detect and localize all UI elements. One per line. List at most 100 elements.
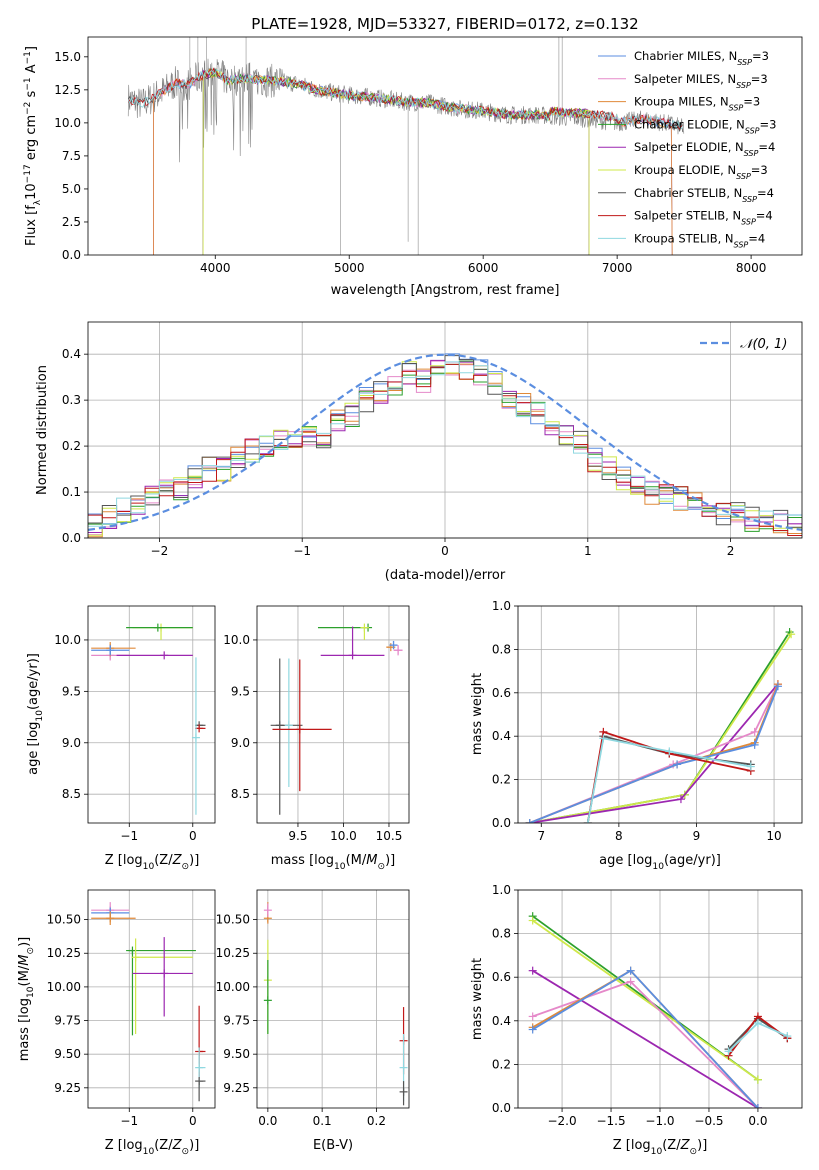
x-tick-label: 2 [727, 544, 735, 558]
x-axis-label: Z [log10(Z/Z⊙)] [105, 853, 200, 872]
weight-vs-age-axes: 7 8 9 10 0.0 0.2 0.4 0.6 0.8 1.0 age [log10(age/yr… [470, 599, 803, 872]
legend-entry: Salpeter ELODIE, NSSP=4 [634, 140, 775, 158]
weight-vs-age-axes-plot [525, 628, 796, 823]
y-tick-label: 1.0 [492, 883, 511, 897]
x-axis-label: (data-model)/error [385, 568, 506, 583]
weight-line [532, 919, 759, 1081]
weight-vs-metallicity-axes: −2.0 −1.5 −1.0 −0.5 0.0 0.0 0.2 0.4 0.6 0.8 1.0 Z [… [470, 883, 803, 1157]
x-tick-label: 0.0 [748, 1114, 767, 1128]
x-axis-label-text: age [log10(age/yr)] [599, 853, 721, 872]
legend-entry: Chabrier STELIB, NSSP=4 [634, 186, 774, 204]
y-tick-label: 9.0 [231, 736, 250, 750]
spectrum-axes: 4000 5000 6000 7000 8000 0.0 2.5 5.0 7.5 10.0 12.5… [23, 36, 803, 298]
x-tick-label: 9 [693, 829, 701, 843]
y-tick-label: 0.3 [62, 393, 81, 407]
y-tick-label: 10.50 [216, 913, 250, 927]
y-tick-label: 10.25 [216, 946, 250, 960]
normal-curve [88, 353, 802, 531]
axes-frame [517, 889, 803, 1109]
x-tick-label: −1.5 [596, 1114, 625, 1128]
x-axis-label-text: mass [log10(M/M⊙)] [271, 853, 395, 872]
mass-vs-extinction-axes-plot [263, 902, 408, 1106]
weight-line [529, 683, 779, 823]
x-tick-label: 10.5 [376, 829, 403, 843]
x-tick-label: −1 [293, 544, 311, 558]
y-tick-label: 10.00 [216, 980, 250, 994]
mass-vs-extinction-axes: 0.0 0.1 0.2 9.25 9.50 9.75 10.00 10.25 10.50 E(B-… [216, 889, 410, 1153]
x-tick-label: −0.5 [694, 1114, 723, 1128]
y-axis-label: mass weight [470, 673, 485, 755]
x-tick-label: 4000 [200, 261, 231, 275]
axes-frame [87, 36, 803, 256]
y-tick-label: 7.5 [62, 149, 81, 163]
y-tick-label: 0.0 [62, 248, 81, 262]
y-axis-label: Normed distribution [35, 365, 50, 495]
x-tick-label: 8 [615, 829, 623, 843]
x-tick-label: 0 [441, 544, 449, 558]
x-axis-label-text: Z [log10(Z/Z⊙)] [105, 1138, 200, 1157]
model-spectrum-kroupa-stelib [127, 68, 684, 130]
y-tick-label: 9.50 [223, 1047, 250, 1061]
axes-frame [87, 605, 216, 824]
y-axis-label-text: mass [log10(M/M⊙)] [17, 937, 36, 1061]
x-tick-label: 6000 [468, 261, 499, 275]
y-tick-label: 9.5 [62, 684, 81, 698]
y-tick-label: 1.0 [492, 599, 511, 613]
x-axis-label: E(B-V) [313, 1138, 353, 1153]
y-tick-label: 0.8 [492, 642, 511, 656]
legend-entry: Salpeter MILES, NSSP=3 [634, 72, 768, 90]
y-tick-label: 0.4 [492, 729, 511, 743]
y-tick-label: 0.4 [492, 1014, 511, 1028]
legend-entry: Salpeter STELIB, NSSP=4 [634, 209, 773, 227]
y-tick-label: 0.0 [62, 531, 81, 545]
y-axis-label: mass weight [470, 958, 485, 1040]
weight-line [529, 683, 779, 823]
weight-line [532, 969, 759, 1108]
y-tick-label: 0.4 [62, 347, 81, 361]
x-tick-label: 10.0 [330, 829, 357, 843]
legend-entry: Kroupa MILES, NSSP=3 [634, 95, 760, 113]
axes-frame [517, 605, 803, 824]
x-tick-label: −2.0 [547, 1114, 576, 1128]
x-tick-label: −1 [120, 829, 138, 843]
x-axis-label-text: Z [log10(Z/Z⊙)] [613, 1138, 708, 1157]
axes-frame [87, 889, 216, 1109]
y-tick-label: 10.0 [54, 633, 81, 647]
x-axis-label: age [log10(age/yr)] [599, 853, 721, 872]
y-tick-label: 0.6 [492, 686, 511, 700]
x-tick-label: 0.2 [367, 1114, 386, 1128]
x-axis-label: Z [log10(Z/Z⊙)] [105, 1138, 200, 1157]
weight-line [529, 685, 779, 823]
x-tick-label: 0.1 [313, 1114, 332, 1128]
legend-entry: Kroupa STELIB, NSSP=4 [634, 231, 765, 249]
y-tick-label: 0.8 [492, 927, 511, 941]
y-tick-label: 15.0 [54, 50, 81, 64]
weight-line [529, 631, 791, 823]
x-tick-label: −2 [151, 544, 169, 558]
y-tick-label: 9.75 [54, 1014, 81, 1028]
weight-line [529, 633, 792, 823]
x-tick-label: 1 [584, 544, 592, 558]
x-tick-label: −1.0 [645, 1114, 674, 1128]
x-tick-label: 5000 [334, 261, 365, 275]
age-vs-mass-axes: 9.5 10.0 10.5 8.5 9.0 9.5 10.0 mass [log10(M/M⊙… [223, 605, 410, 872]
residual-axes-plot [88, 353, 802, 538]
y-axis-label: Flux [fλ10−17 erg cm−2 s−1 A−1] [23, 46, 43, 246]
x-axis-label: Z [log10(Z/Z⊙)] [613, 1138, 708, 1157]
y-tick-label: 8.5 [62, 787, 81, 801]
x-tick-label: 10 [766, 829, 781, 843]
y-tick-label: 0.6 [492, 970, 511, 984]
y-tick-label: 0.1 [62, 485, 81, 499]
x-axis-label: mass [log10(M/M⊙)] [271, 853, 395, 872]
age-vs-metallicity-axes-plot [91, 623, 206, 815]
age-vs-metallicity-axes: −1 0 8.5 9.0 9.5 10.0 Z [log10(Z/Z⊙)] age [log1… [26, 605, 216, 872]
legend-entry: 𝒩(0, 1) [740, 337, 787, 352]
y-tick-label: 5.0 [62, 182, 81, 196]
y-tick-label: 9.0 [62, 736, 81, 750]
residual-axes: −2 −1 0 1 2 0.0 0.1 0.2 0.3 0.4 (data-model)/error… [35, 321, 803, 583]
x-tick-label: −1 [120, 1114, 138, 1128]
mass-vs-metallicity-axes-plot [91, 902, 206, 1102]
y-tick-label: 0.2 [62, 439, 81, 453]
y-tick-label: 10.0 [223, 633, 250, 647]
